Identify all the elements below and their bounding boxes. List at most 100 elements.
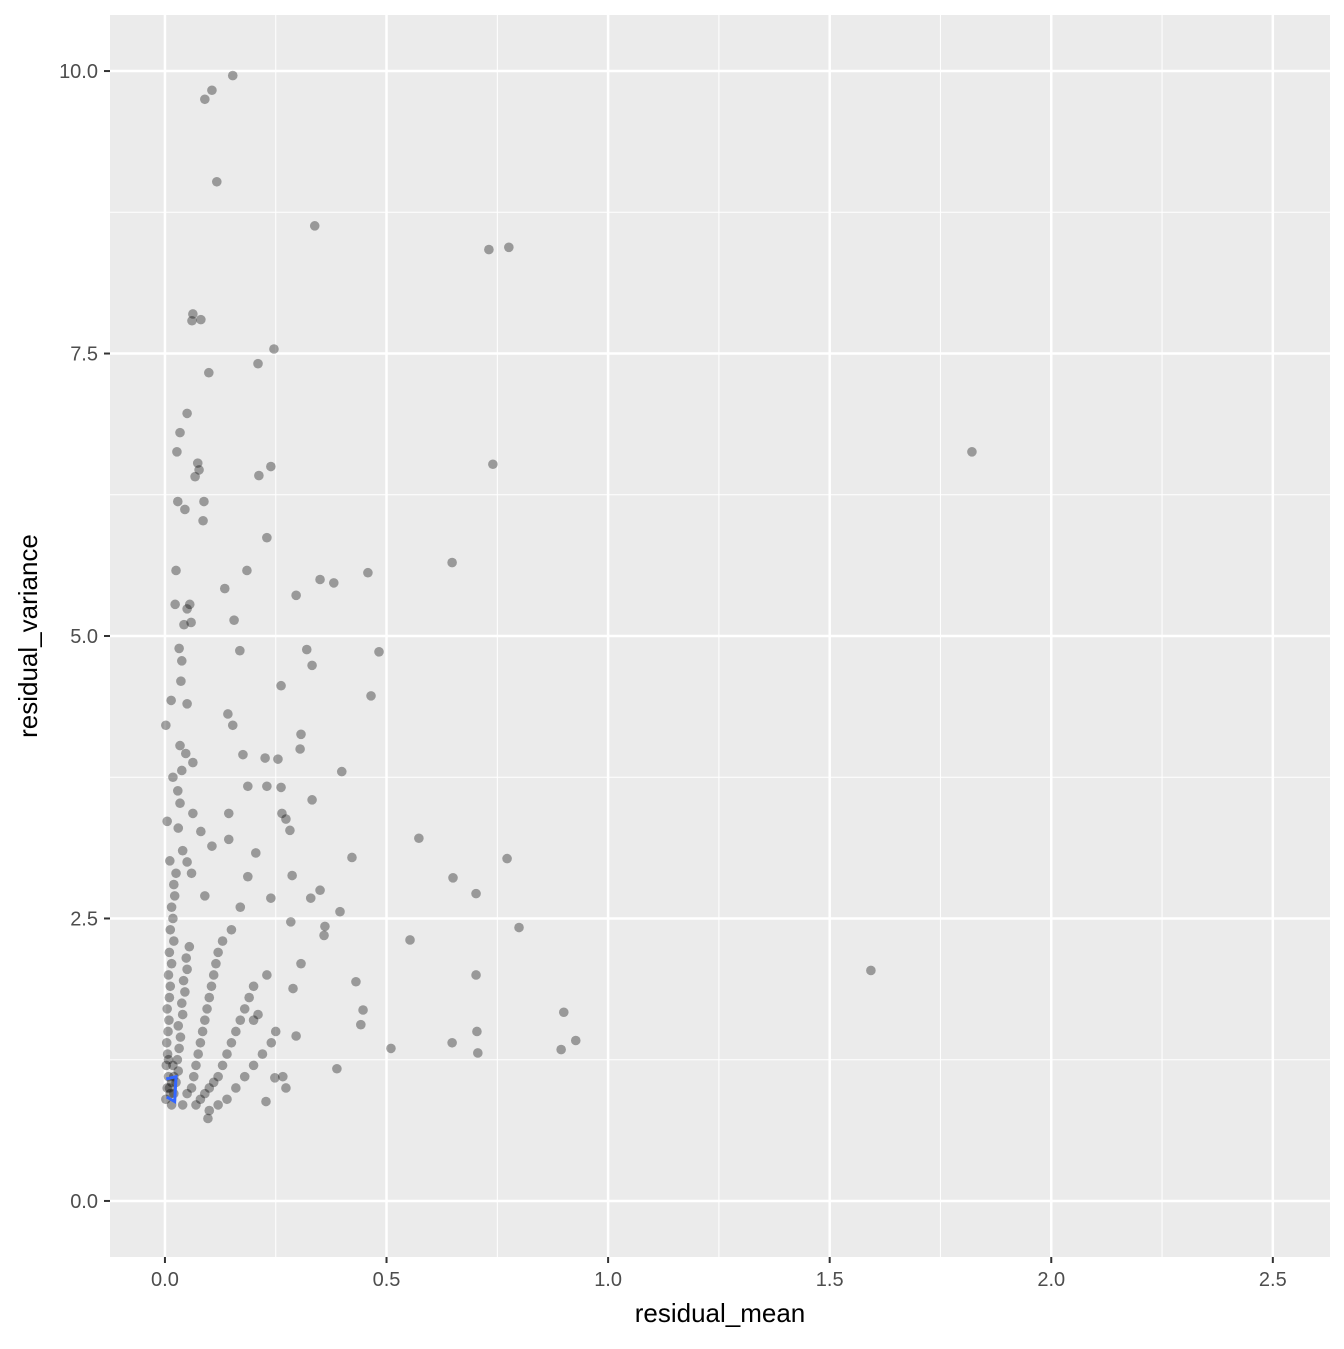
y-tick-label: 2.5 xyxy=(70,908,98,930)
point xyxy=(277,808,287,819)
grid xyxy=(110,15,1330,1257)
point xyxy=(471,888,481,899)
point xyxy=(197,1026,208,1037)
point xyxy=(203,1113,213,1124)
point xyxy=(448,873,458,883)
point xyxy=(174,1043,184,1054)
point xyxy=(266,1037,277,1048)
point xyxy=(176,998,187,1009)
point xyxy=(296,729,306,740)
point xyxy=(301,644,312,655)
point xyxy=(182,698,192,709)
point xyxy=(207,85,217,96)
point xyxy=(570,1035,581,1046)
point xyxy=(177,845,188,856)
x-tick-label: 1.5 xyxy=(816,1269,844,1291)
point xyxy=(288,983,298,994)
point xyxy=(262,781,272,792)
point xyxy=(162,1049,173,1059)
point xyxy=(169,879,179,890)
point xyxy=(173,785,183,796)
point xyxy=(266,461,276,472)
point xyxy=(193,1049,203,1059)
point xyxy=(248,1060,259,1071)
point xyxy=(161,1060,172,1071)
point xyxy=(182,857,192,867)
point xyxy=(186,868,197,879)
point xyxy=(204,992,215,1003)
point xyxy=(243,871,253,882)
point xyxy=(173,1066,184,1076)
point xyxy=(276,680,286,691)
point xyxy=(270,1072,280,1083)
point xyxy=(176,676,186,686)
point xyxy=(504,242,514,253)
point xyxy=(198,515,208,526)
point xyxy=(309,221,320,231)
point xyxy=(332,1063,342,1074)
point xyxy=(196,826,206,837)
point xyxy=(222,1094,232,1105)
point xyxy=(166,902,177,912)
trend-line xyxy=(165,1074,178,1105)
point xyxy=(295,744,305,754)
point xyxy=(175,798,185,809)
point xyxy=(320,921,330,932)
point xyxy=(184,941,195,952)
x-tick-label: 2.5 xyxy=(1259,1269,1287,1291)
x-tick-label: 1.0 xyxy=(594,1269,622,1291)
point xyxy=(248,981,259,992)
point xyxy=(180,748,191,759)
point xyxy=(162,1083,172,1093)
point xyxy=(164,947,175,958)
point xyxy=(206,981,217,992)
point xyxy=(163,1026,173,1037)
point xyxy=(182,604,192,614)
point xyxy=(187,315,197,326)
point xyxy=(182,964,192,975)
point xyxy=(164,1015,174,1025)
point xyxy=(242,565,252,576)
point xyxy=(200,891,210,901)
point xyxy=(213,1071,223,1082)
point xyxy=(213,1100,223,1110)
point xyxy=(163,970,174,980)
y-tick-label: 10.0 xyxy=(59,61,98,83)
point xyxy=(356,1019,366,1030)
x-tick-label: 0.0 xyxy=(151,1269,179,1291)
point xyxy=(226,1037,237,1048)
point xyxy=(200,94,210,105)
point xyxy=(223,808,234,819)
point xyxy=(307,660,317,671)
point xyxy=(162,1004,172,1014)
point xyxy=(967,447,977,457)
point xyxy=(229,615,239,625)
x-tick-label: 2.0 xyxy=(1037,1269,1065,1291)
point xyxy=(177,1009,188,1020)
point xyxy=(273,754,283,764)
point xyxy=(219,583,230,594)
point xyxy=(358,1005,368,1015)
point xyxy=(270,1026,281,1037)
x-axis-label: residual_mean xyxy=(635,1298,806,1328)
point xyxy=(208,1077,219,1088)
point xyxy=(208,970,219,980)
point xyxy=(168,772,178,783)
point xyxy=(328,578,339,588)
point xyxy=(169,936,179,946)
point xyxy=(188,1071,199,1082)
point xyxy=(286,917,296,927)
point xyxy=(204,367,214,378)
point xyxy=(227,720,238,731)
point xyxy=(186,1083,197,1093)
point xyxy=(556,1044,566,1055)
point xyxy=(363,567,373,578)
x-tick-label: 0.5 xyxy=(373,1269,401,1291)
point xyxy=(211,958,221,969)
point xyxy=(335,906,345,917)
point xyxy=(291,590,301,601)
point xyxy=(250,848,261,858)
point xyxy=(287,870,297,881)
point xyxy=(447,1037,457,1048)
point xyxy=(226,924,237,935)
